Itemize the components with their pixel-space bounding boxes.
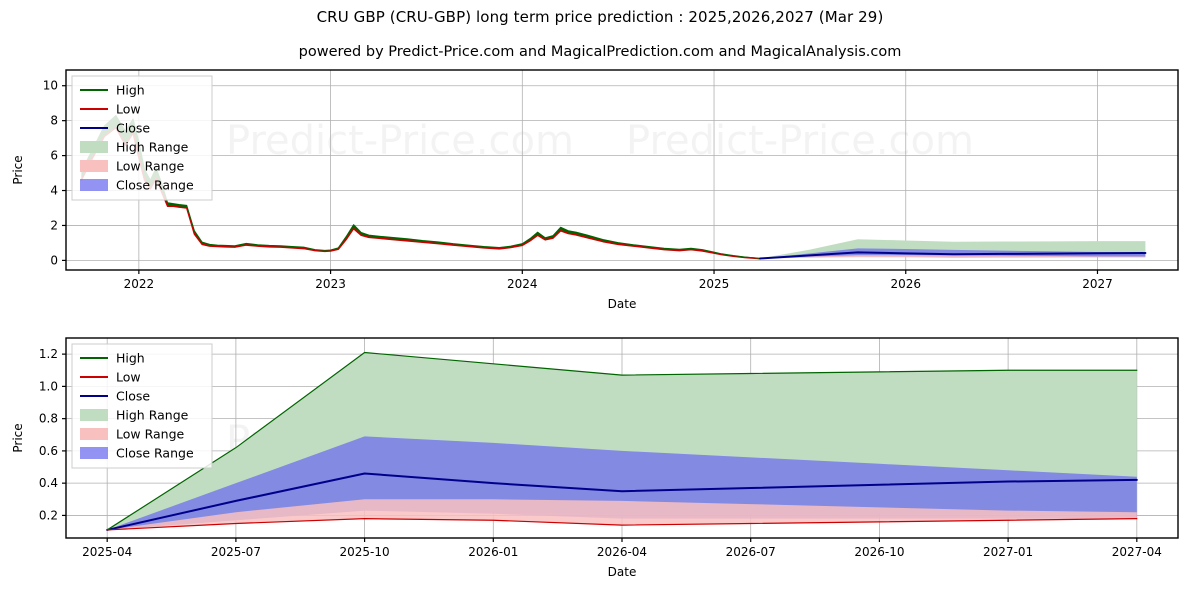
- y-axis-tick-label: 4: [50, 184, 58, 198]
- y-axis-tick-label: 1.0: [39, 379, 58, 393]
- x-axis-tick-label: 2023: [315, 277, 346, 291]
- y-axis-tick-label: 0.8: [39, 412, 58, 426]
- low-range-band: [760, 255, 1146, 259]
- x-axis-tick-label: 2026: [890, 277, 921, 291]
- y-axis-tick-label: 2: [50, 218, 58, 232]
- watermark-text: Predict-Price.com: [226, 118, 574, 164]
- y-axis-tick-label: 0.4: [39, 476, 58, 490]
- x-axis-tick-label: 2026-07: [726, 545, 776, 559]
- legend-patch-swatch: [80, 160, 108, 172]
- y-axis-title: Price: [11, 423, 25, 452]
- x-axis-tick-label: 2027-04: [1112, 545, 1162, 559]
- x-axis-tick-label: 2026-04: [597, 545, 647, 559]
- y-axis-tick-label: 6: [50, 149, 58, 163]
- y-axis-title: Price: [11, 155, 25, 184]
- legend-patch-swatch: [80, 428, 108, 440]
- y-axis-tick-label: 1.2: [39, 347, 58, 361]
- legend-patch-swatch: [80, 409, 108, 421]
- forecast-detail-chart-svg: Predict-Price.comPredict-Price.com0.20.4…: [11, 337, 1179, 579]
- legend-item-label: Close: [116, 121, 150, 136]
- legend-patch-swatch: [80, 447, 108, 459]
- low-price-line: [80, 126, 761, 260]
- legend-item-label: High: [116, 351, 145, 366]
- grid-lines: [66, 70, 1178, 270]
- legend-item-label: Close Range: [116, 446, 194, 461]
- x-axis-tick-label: 2025-04: [82, 545, 132, 559]
- legend-patch-swatch: [80, 179, 108, 191]
- page-title: CRU GBP (CRU-GBP) long term price predic…: [316, 8, 884, 26]
- x-axis-tick-label: 2027-01: [983, 545, 1033, 559]
- close-price-line: [759, 251, 1147, 260]
- legend-item-label: Low: [116, 102, 141, 117]
- y-axis-tick-label: 8: [50, 114, 58, 128]
- watermark-text: Predict-Price.com: [626, 118, 974, 164]
- y-axis-tick-label: 0: [50, 253, 58, 267]
- x-axis-tick-label: 2025-10: [340, 545, 390, 559]
- x-axis-tick-label: 2025-07: [211, 545, 261, 559]
- x-axis-tick-label: 2026-01: [468, 545, 518, 559]
- page-subtitle: powered by Predict-Price.com and Magical…: [298, 44, 902, 60]
- high-price-line: [80, 114, 761, 259]
- x-axis-tick-label: 2025: [699, 277, 730, 291]
- long-term-price-chart-svg: Predict-Price.com Predict-Price.com 0 2 4 6 8 1…: [11, 69, 1179, 311]
- legend-item-label: High: [116, 83, 145, 98]
- legend-item-label: Low Range: [116, 159, 185, 174]
- long-term-price-chart: Predict-Price.com Predict-Price.com 0 2 4 6 8 1…: [0, 62, 1200, 322]
- low-price-line: [106, 518, 1138, 531]
- legend-item-label: Low: [116, 370, 141, 385]
- close-price-line: [106, 472, 1138, 531]
- legend-item-label: Low Range: [116, 427, 185, 442]
- legend-patch-swatch: [80, 141, 108, 153]
- x-axis-title: Date: [608, 297, 637, 311]
- legend-item-label: Close Range: [116, 178, 194, 193]
- x-axis-tick-label: 2026-10: [854, 545, 904, 559]
- x-axis-tick-label: 2022: [124, 277, 155, 291]
- y-axis-tick-label: 10: [43, 79, 58, 93]
- y-axis-tick-label: 0.2: [39, 508, 58, 522]
- y-axis-tick-label: 0.6: [39, 444, 58, 458]
- x-axis-tick-label: 2024: [507, 277, 538, 291]
- x-axis-title: Date: [608, 565, 637, 579]
- legend-item-label: High Range: [116, 408, 189, 423]
- x-axis-tick-label: 2027: [1082, 277, 1113, 291]
- low-range-band: [107, 499, 1137, 530]
- legend-item-label: High Range: [116, 140, 189, 155]
- forecast-detail-chart: Predict-Price.comPredict-Price.com0.20.4…: [0, 330, 1200, 598]
- high-price-line: [106, 351, 1138, 531]
- legend-item-label: Close: [116, 389, 150, 404]
- plot-frame: [65, 69, 1179, 271]
